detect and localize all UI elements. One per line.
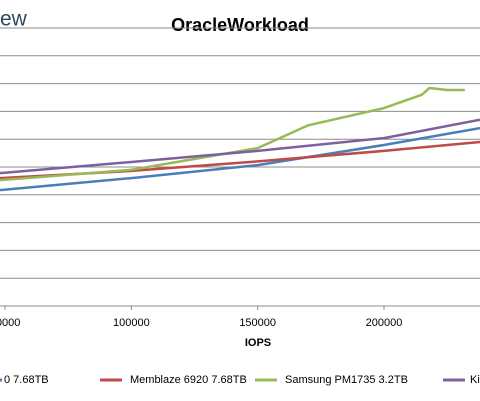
x-tick-label: 100000 <box>113 317 150 329</box>
legend-label: Memblaze 6920 7.68TB <box>130 374 247 386</box>
legend-label: Samsung PM1735 3.2TB <box>285 374 408 386</box>
series-line <box>0 118 480 175</box>
watermark: ew <box>0 8 28 31</box>
chart-title: OracleWorkload <box>171 15 309 35</box>
x-tick-label: 150000 <box>239 317 276 329</box>
series-line <box>0 126 480 192</box>
legend-label: 0 7.68TB <box>4 374 49 386</box>
x-axis-label: IOPS <box>245 337 271 349</box>
legend-label: Ki <box>470 374 480 386</box>
series-line <box>0 140 480 180</box>
series-line <box>0 86 465 182</box>
x-tick-label: 00000 <box>0 317 20 329</box>
x-tick-label: 200000 <box>366 317 403 329</box>
